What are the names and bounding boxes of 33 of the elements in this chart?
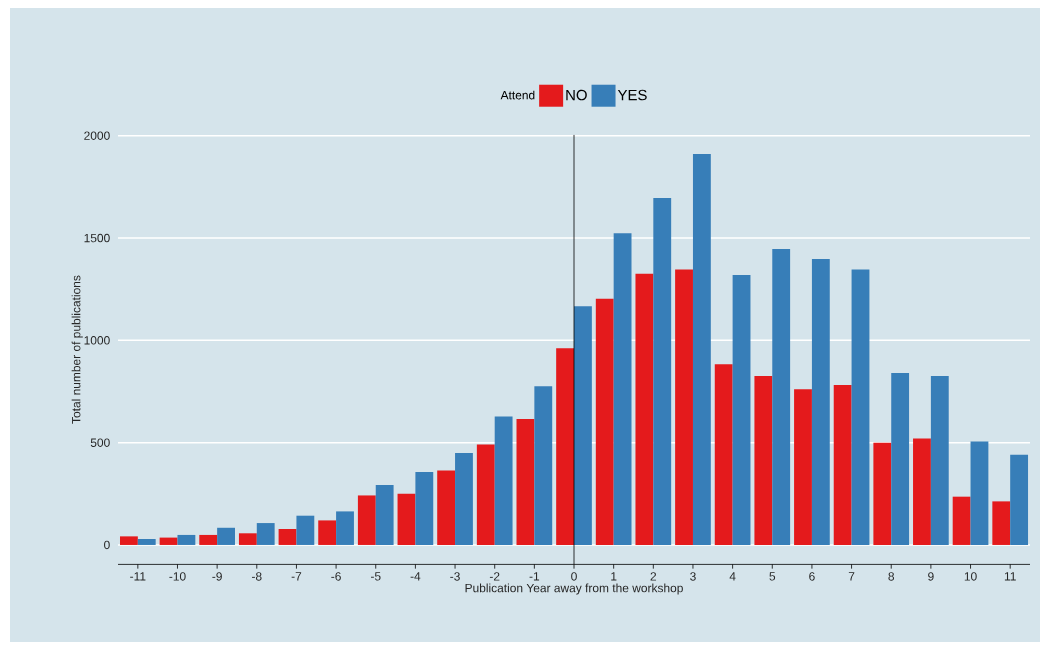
x-tick-label: 10 [964, 572, 977, 581]
x-tick-label: 6 [809, 572, 815, 581]
x-tick-label: 11 [1004, 572, 1016, 581]
legend-label: YES [617, 89, 647, 101]
x-tick-label: -1 [529, 572, 540, 581]
y-tick-label: 1000 [84, 336, 110, 345]
x-tick-label: -11 [130, 572, 146, 581]
x-tick-label: -6 [331, 572, 341, 581]
x-tick-label: 5 [769, 572, 776, 581]
x-tick-label: 3 [690, 572, 696, 581]
y-tick-label: 0 [104, 540, 110, 550]
y-axis-title: Total number of publications [71, 275, 83, 424]
x-axis-title: Publication Year away from the workshop [465, 583, 683, 595]
x-tick-label: 9 [928, 572, 934, 581]
x-tick-label: 1 [611, 572, 617, 581]
x-tick-label: -5 [370, 572, 381, 581]
x-tick-label: -8 [252, 572, 262, 581]
y-tick-label: 1500 [84, 233, 110, 243]
x-tick-label: -10 [169, 572, 186, 581]
legend-label: NO [566, 89, 587, 101]
x-tick-label: -2 [489, 572, 500, 581]
legend-title: Attend [500, 90, 535, 100]
x-tick-label: -9 [212, 572, 222, 581]
x-tick-label: -4 [410, 572, 421, 581]
y-tick-label: 2000 [84, 131, 110, 140]
x-tick-label: -7 [291, 572, 302, 581]
x-tick-label: 2 [650, 572, 657, 581]
x-tick-label: 0 [571, 572, 577, 581]
x-tick-label: 7 [848, 572, 855, 581]
x-tick-label: 8 [888, 572, 895, 581]
x-tick-label: -3 [450, 572, 460, 581]
y-tick-label: 500 [90, 438, 110, 447]
x-tick-label: 4 [729, 572, 736, 581]
